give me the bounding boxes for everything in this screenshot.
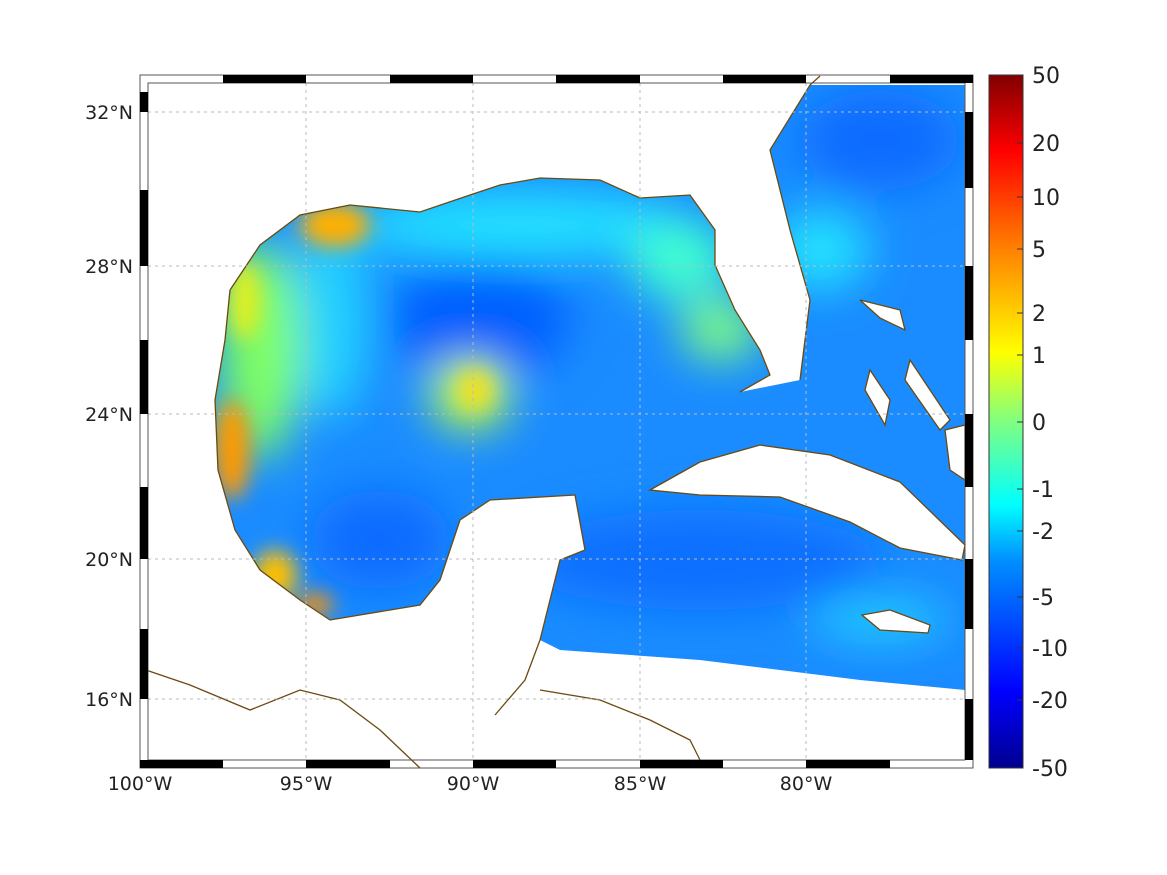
gridlines [148,83,965,760]
cuba [647,444,966,561]
x-tick: 80°W [780,773,833,795]
y-tick: 16°N [85,689,133,711]
colorbar-tick: -50 [1032,757,1068,782]
land [647,299,966,634]
colorbar: 50 20 10 5 2 1 0 -1 -2 -5 -10 -20 -50 [988,64,1068,782]
colorbar-tick: 20 [1032,132,1060,157]
x-tick: 100°W [108,773,173,795]
map-frame [139,74,974,769]
colorbar-tick: 50 [1032,64,1060,89]
colorbar-tick: 0 [1032,411,1046,436]
x-tick: 85°W [614,773,667,795]
y-tick: 28°N [85,256,133,278]
colorbar-tick: -20 [1032,689,1068,714]
bahamas [859,299,951,432]
colorbar-tick: -1 [1032,478,1054,503]
jamaica [860,609,931,634]
y-tick: 24°N [85,404,133,426]
colorbar-tick: -10 [1032,637,1068,662]
coastline [139,75,821,769]
x-tick: 95°W [280,773,333,795]
x-axis-labels: 100°W 95°W 90°W 85°W 80°W [108,773,833,795]
y-tick: 32°N [85,102,133,124]
y-tick: 20°N [85,549,133,571]
y-axis-labels: 32°N 28°N 24°N 20°N 16°N [85,102,133,711]
colorbar-tick: -5 [1032,586,1054,611]
x-tick: 90°W [447,773,500,795]
colorbar-tick: 10 [1032,186,1060,211]
colorbar-tick: 2 [1032,302,1046,327]
colorbar-tick: 5 [1032,238,1046,263]
colorbar-tick: -2 [1032,520,1054,545]
colorbar-tick: 1 [1032,344,1046,369]
